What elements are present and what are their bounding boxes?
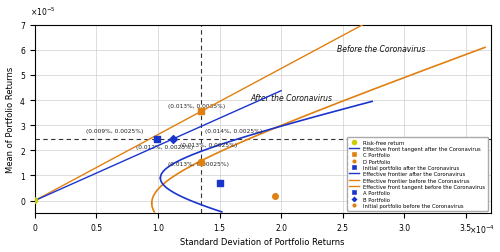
Legend: Risk-free return, Effective front tangent after the Coronavirus, C Portfolio, D : Risk-free return, Effective front tangen…: [347, 137, 488, 211]
Text: After the Coronavirus: After the Coronavirus: [250, 94, 332, 103]
Point: [168, 138, 176, 142]
Text: $\times10^{-5}$: $\times10^{-5}$: [30, 6, 56, 18]
Point: [197, 110, 205, 114]
Point: [216, 181, 224, 185]
Text: (0.013%, 0.00025%): (0.013%, 0.00025%): [168, 161, 229, 166]
Text: $\times10^{-4}$: $\times10^{-4}$: [470, 223, 495, 235]
Point: [271, 194, 279, 198]
Text: (0.012%, 0.0025%): (0.012%, 0.0025%): [136, 144, 193, 149]
Text: Before the Coronavirus: Before the Coronavirus: [336, 45, 425, 54]
Text: (0.013%, 0.0025%): (0.013%, 0.0025%): [180, 142, 238, 147]
Text: (0.009%, 0.0025%): (0.009%, 0.0025%): [86, 129, 144, 134]
Point: [152, 138, 160, 142]
Point: [30, 199, 38, 203]
Point: [197, 160, 205, 164]
Y-axis label: Mean of Portfolio Returns: Mean of Portfolio Returns: [6, 67, 15, 172]
Text: (0.013%, 0.0035%): (0.013%, 0.0035%): [168, 104, 225, 109]
X-axis label: Standard Deviation of Portfolio Returns: Standard Deviation of Portfolio Returns: [180, 237, 345, 246]
Text: (0.014%, 0.0025%): (0.014%, 0.0025%): [204, 129, 262, 134]
